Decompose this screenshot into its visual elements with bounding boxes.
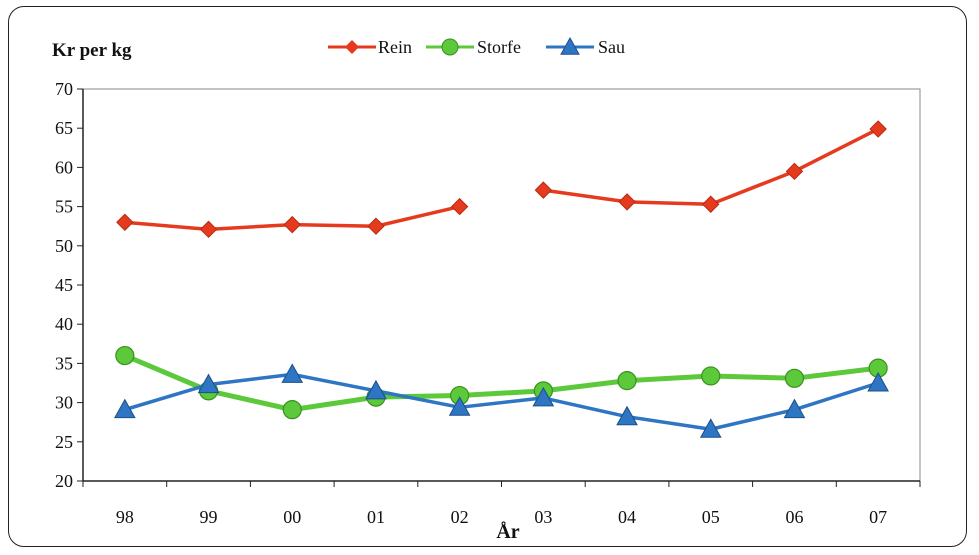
series-line-storfe (123, 353, 879, 413)
y-tick-label: 60 (55, 157, 73, 177)
data-point-sau-98 (114, 398, 136, 419)
x-tick-label: 06 (785, 507, 803, 527)
data-point-sau-02 (448, 396, 471, 416)
series-line-sau (124, 372, 879, 432)
y-axis-label: Kr per kg (52, 40, 132, 61)
x-tick-label: 02 (451, 507, 469, 527)
x-tick-label: 98 (116, 507, 134, 527)
x-tick-label: 03 (534, 507, 552, 527)
data-point-rein-98 (116, 213, 134, 231)
y-tick-label: 70 (55, 79, 73, 99)
legend-label-storfe: Storfe (477, 37, 521, 57)
x-tick-label: 04 (618, 507, 636, 527)
legend-marker-sau (560, 36, 580, 55)
x-tick-label: 01 (367, 507, 385, 527)
series-sau (114, 363, 889, 438)
data-point-sau-06 (783, 398, 806, 419)
data-point-storfe-98 (115, 345, 135, 366)
data-point-sau-01 (365, 379, 387, 400)
legend-marker-rein (345, 40, 359, 54)
x-tick-label: 07 (869, 507, 887, 527)
data-point-rein-00 (283, 215, 301, 234)
x-tick-label: 99 (200, 507, 218, 527)
data-point-rein-99 (199, 220, 218, 239)
y-tick-label: 20 (55, 471, 73, 491)
axes: 20 25 30 35 40 45 50 55 60 65 70 98 99 00 01 02 03 04 05 06… (55, 79, 921, 527)
x-tick-label: 05 (702, 507, 720, 527)
data-point-sau-04 (616, 405, 638, 426)
legend: Rein Storfe Sau (328, 36, 625, 57)
chart-frame (8, 6, 967, 547)
data-point-storfe-05 (701, 366, 721, 386)
legend-item-sau: Sau (546, 36, 625, 57)
y-tick-label: 25 (55, 432, 73, 452)
legend-item-rein: Rein (328, 37, 412, 57)
y-tick-label: 65 (55, 118, 73, 138)
x-axis-label: År (496, 520, 519, 543)
x-tick-label: 00 (283, 507, 301, 527)
series-layer (114, 120, 889, 438)
data-point-rein-01 (367, 217, 385, 235)
data-point-sau-03 (532, 386, 555, 407)
y-tick-label: 30 (55, 393, 73, 413)
y-tick-label: 35 (55, 353, 73, 373)
data-point-storfe-04 (617, 371, 637, 391)
data-point-sau-07 (867, 371, 889, 392)
data-point-rein-03 (534, 181, 553, 199)
y-tick-label: 55 (55, 197, 73, 217)
data-point-rein-05 (702, 195, 720, 213)
data-point-sau-05 (699, 418, 722, 438)
y-tick-label: 45 (55, 275, 73, 295)
series-rein (116, 120, 887, 239)
data-point-storfe-06 (784, 368, 805, 388)
data-point-rein-04 (618, 193, 636, 211)
data-point-rein-07 (869, 120, 887, 138)
legend-label-rein: Rein (378, 37, 412, 57)
legend-item-storfe: Storfe (426, 37, 521, 57)
data-point-rein-02 (450, 197, 469, 216)
data-point-rein-06 (785, 162, 804, 181)
data-point-storfe-00 (282, 400, 302, 420)
legend-marker-storfe (441, 38, 459, 56)
y-tick-label: 50 (55, 236, 73, 256)
legend-label-sau: Sau (598, 37, 625, 57)
data-point-sau-99 (197, 373, 220, 394)
series-line-rein (543, 127, 879, 206)
plot-area (82, 88, 921, 482)
data-point-sau-00 (281, 363, 304, 383)
y-tick-label: 40 (55, 314, 73, 334)
